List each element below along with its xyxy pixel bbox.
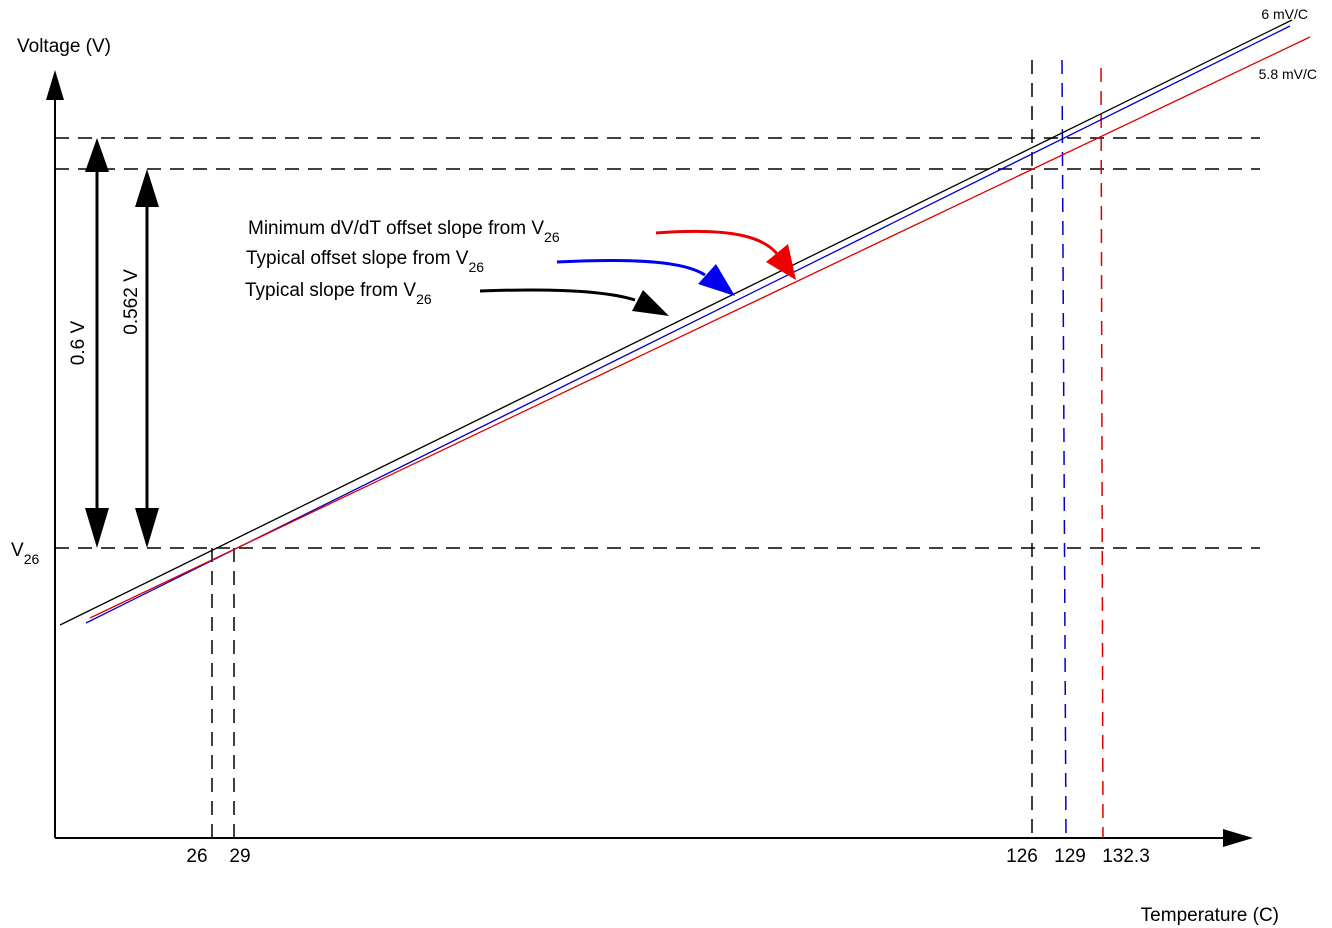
dimension-arrow-0-6v bbox=[85, 138, 109, 548]
typical-offset-slope-line bbox=[85, 25, 1291, 624]
dimension-label-0-6v: 0.6 V bbox=[68, 320, 89, 365]
x-tick-126: 126 bbox=[1006, 846, 1038, 867]
minimum-offset-leader bbox=[655, 229, 780, 256]
x-tick-132-3: 132.3 bbox=[1102, 846, 1150, 867]
typical-slope-annotation: Typical slope from V26 bbox=[245, 280, 432, 307]
typical-offset-annotation: Typical offset slope from V26 bbox=[246, 248, 484, 275]
minimum-offset-annotation: Minimum dV/dT offset slope from V26 bbox=[248, 218, 560, 245]
t132-reference-line bbox=[1100, 67, 1104, 839]
x-tick-26: 26 bbox=[186, 846, 207, 867]
dimension-arrow-0-562v bbox=[135, 169, 159, 548]
dimension-label-0-562v: 0.562 V bbox=[121, 269, 142, 335]
typical-offset-leader bbox=[556, 259, 706, 277]
y-axis-arrowhead bbox=[46, 70, 64, 100]
horizontal-reference-lines bbox=[55, 137, 1260, 549]
slope-label-6mvc: 6 mV/C bbox=[1261, 6, 1308, 22]
x-tick-29: 29 bbox=[229, 846, 250, 867]
minimum-offset-arrowhead bbox=[766, 244, 796, 280]
t129-reference-line bbox=[1061, 59, 1067, 839]
typical-slope-arrowhead bbox=[632, 290, 669, 316]
minimum-offset-slope-line bbox=[89, 36, 1311, 619]
vertical-reference-lines bbox=[211, 59, 1104, 839]
y-axis-label: Voltage (V) bbox=[17, 36, 111, 57]
v26-label: V26 bbox=[11, 540, 39, 567]
typical-slope-line bbox=[59, 19, 1293, 626]
typical-slope-leader bbox=[479, 288, 636, 302]
x-axis-arrowhead bbox=[1223, 829, 1253, 847]
x-axis-label: Temperature (C) bbox=[1141, 905, 1279, 926]
slope-label-5-8mvc: 5.8 mV/C bbox=[1259, 66, 1317, 82]
typical-offset-arrowhead bbox=[698, 264, 735, 296]
x-tick-129: 129 bbox=[1054, 846, 1086, 867]
